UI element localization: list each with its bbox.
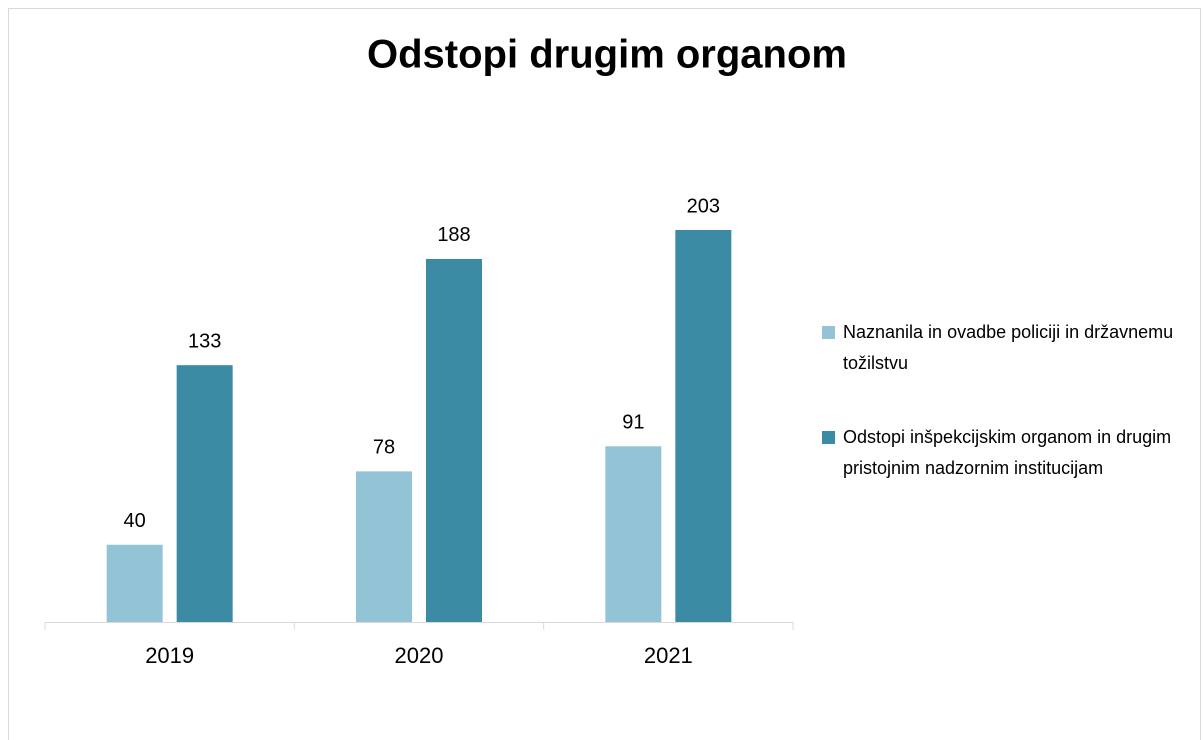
bar [605, 446, 662, 622]
bar [675, 230, 732, 622]
legend-swatch [822, 431, 835, 444]
x-tick-label: 2019 [145, 643, 194, 668]
data-label: 203 [687, 195, 720, 217]
chart-frame [8, 8, 1201, 740]
legend-item: Odstopi inšpekcijskim organom in drugim … [822, 422, 1192, 484]
bar [356, 471, 412, 622]
legend-label: Odstopi inšpekcijskim organom in drugim … [843, 427, 1172, 478]
bar [106, 544, 163, 622]
data-label: 40 [124, 510, 146, 532]
data-label: 188 [437, 224, 470, 246]
bar [176, 365, 233, 622]
legend: Naznanila in ovadbe policiji in državnem… [822, 317, 1192, 527]
bar [426, 258, 482, 622]
x-tick-label: 2021 [644, 643, 693, 668]
chart-title: Odstopi drugim organom [367, 33, 847, 77]
data-label: 91 [622, 412, 644, 434]
legend-label: Naznanila in ovadbe policiji in državnem… [843, 322, 1174, 373]
legend-swatch [822, 326, 835, 339]
legend-item: Naznanila in ovadbe policiji in državnem… [822, 317, 1192, 379]
data-label: 133 [188, 330, 221, 352]
x-tick-label: 2020 [395, 643, 444, 668]
data-label: 78 [373, 437, 395, 459]
